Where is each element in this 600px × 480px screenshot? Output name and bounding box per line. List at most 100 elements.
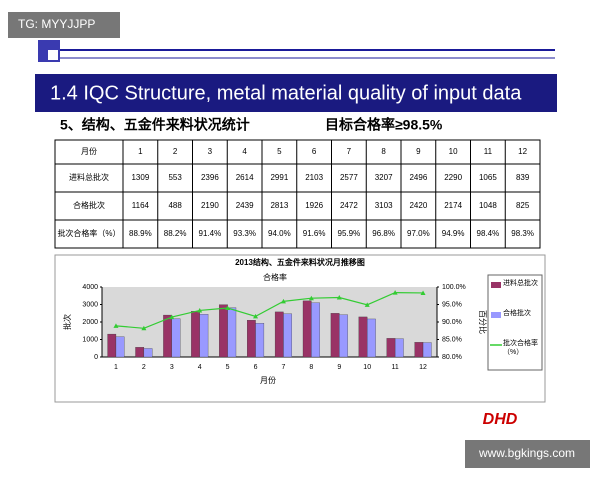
table-cell: 3103: [375, 201, 393, 210]
table-cell: 95.9%: [338, 229, 361, 238]
table-cell: 825: [516, 201, 530, 210]
table-cell: 1926: [305, 201, 323, 210]
table-cell: 98.3%: [511, 229, 534, 238]
bar: [115, 336, 125, 358]
x-tick-label: 12: [419, 364, 427, 371]
rate-marker: [308, 295, 314, 301]
legend-entry: 合格批次: [503, 310, 531, 317]
x-tick-label: 8: [309, 364, 313, 371]
x-tick-label: 2: [142, 364, 146, 371]
y2-axis-label: 百分比: [478, 310, 488, 334]
legend-entry-box: 进料总批次: [503, 280, 538, 287]
bar: [191, 311, 200, 358]
table-cell: 进料总批次: [69, 172, 109, 182]
rate-marker: [364, 302, 370, 307]
rate-marker: [225, 305, 231, 310]
table-cell: 7: [347, 147, 352, 156]
legend-swatch: [491, 312, 501, 318]
rate-marker: [280, 298, 286, 304]
rate-marker: [113, 323, 119, 328]
bar: [422, 342, 432, 358]
bar: [143, 348, 153, 358]
bar: [107, 333, 117, 358]
table-cell: 10: [449, 147, 458, 156]
legend-entry: 批次合格率（%）: [503, 340, 538, 356]
table-cell: 4: [242, 147, 247, 156]
table-cell: 1309: [131, 173, 149, 182]
chart-title: 2013结构、五金件来料状况月推移图: [235, 257, 365, 267]
table-cell: 839: [516, 173, 530, 182]
legend-entry-box: 合格批次: [503, 310, 531, 317]
table-cell: 91.6%: [303, 229, 326, 238]
table-cell: 97.0%: [407, 229, 430, 238]
table-cell: 2396: [201, 173, 219, 182]
x-axis-label: 月份: [260, 375, 276, 385]
rate-line: [115, 291, 424, 329]
table-cell: 2813: [270, 201, 288, 210]
bar: [227, 307, 237, 358]
table-cell: 批次合格率（%）: [57, 228, 120, 238]
table-cell: 2190: [201, 201, 219, 210]
y-tick-label: 0: [94, 354, 98, 361]
table-cell: 91.4%: [199, 229, 222, 238]
table-cell: 12: [518, 147, 527, 156]
legend-box: [487, 274, 543, 371]
bar: [219, 304, 228, 358]
table-cell: 2577: [340, 173, 358, 182]
y-tick-label: 2000: [82, 319, 98, 326]
table-cell: 1: [138, 147, 143, 156]
table-cell: 2472: [340, 201, 358, 210]
table-cell: 553: [168, 173, 182, 182]
table-cell: 合格批次: [73, 200, 105, 210]
table-cell: 2439: [236, 201, 254, 210]
table-cell: 2103: [305, 173, 323, 182]
section-title: 5、结构、五金件来料状况统计: [60, 117, 250, 133]
table-cell: 2991: [270, 173, 288, 182]
x-tick-label: 9: [337, 364, 341, 371]
table-cell: 2614: [236, 173, 254, 182]
x-tick-label: 6: [254, 364, 258, 371]
table-cell: 6: [312, 147, 317, 156]
bar: [414, 342, 424, 358]
table-cell: 2174: [444, 201, 462, 210]
bar: [274, 311, 284, 358]
bar: [255, 323, 265, 358]
table-cell: 93.3%: [233, 229, 256, 238]
logo: DHD: [483, 411, 518, 428]
x-tick-label: 11: [391, 364, 398, 371]
bar: [135, 347, 145, 358]
table-cell: 94.0%: [268, 229, 291, 238]
legend-entry: 进料总批次: [503, 280, 538, 287]
bar: [339, 314, 348, 358]
table-cell: 1048: [479, 201, 497, 210]
y-tick-label: 4000: [82, 284, 98, 291]
table-cell: 488: [168, 201, 182, 210]
y2-tick-label: 80.0%: [442, 354, 462, 361]
y2-tick-label: 90.0%: [442, 319, 462, 326]
slide-title: 1.4 IQC Structure, metal material qualit…: [50, 82, 522, 104]
bar: [311, 302, 320, 358]
table-cell: 3207: [375, 173, 393, 182]
x-tick-label: 5: [226, 364, 230, 371]
table-cell: 8: [381, 147, 386, 156]
table-cell: 9: [416, 147, 421, 156]
table-cell: 5: [277, 147, 282, 156]
y-axis-label: 批次: [62, 314, 72, 330]
bar: [171, 318, 181, 358]
table-cell: 88.2%: [164, 229, 187, 238]
x-tick-label: 4: [198, 364, 202, 371]
rate-marker: [197, 307, 203, 313]
bar: [386, 338, 396, 358]
table-cell: 2496: [409, 173, 427, 182]
x-tick-label: 10: [363, 364, 371, 371]
target: 目标合格率≥98.5%: [325, 117, 443, 133]
footer-watermark-box: [465, 440, 590, 468]
bar: [394, 338, 404, 358]
x-tick-label: 3: [170, 364, 174, 371]
rate-marker: [141, 325, 147, 331]
bar: [283, 313, 292, 358]
table-cell: 2420: [409, 201, 427, 210]
table-cell: 98.4%: [477, 229, 500, 238]
